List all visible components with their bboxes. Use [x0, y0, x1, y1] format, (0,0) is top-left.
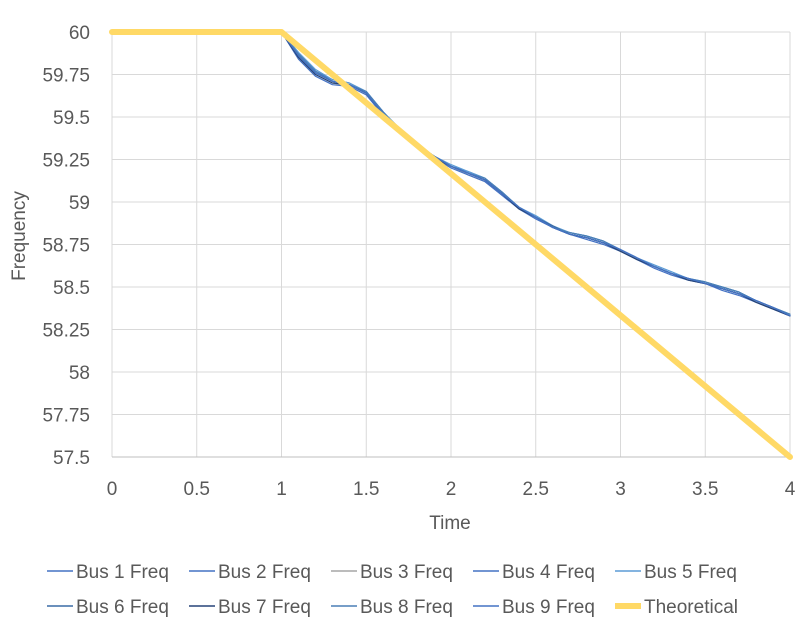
y-tick-label: 60 [69, 23, 90, 44]
y-tick-label: 59 [69, 193, 90, 214]
y-tick-label: 59.25 [42, 151, 90, 172]
x-axis: 0 0.5 1 1.5 2 2.5 3 3.5 4 [107, 456, 796, 500]
y-tick-label: 59.5 [53, 108, 90, 129]
legend-label: Bus 7 Freq [218, 597, 311, 618]
x-tick-label: 2 [446, 479, 457, 500]
y-tick-label: 59.75 [42, 66, 90, 87]
x-tick-label: 0 [107, 479, 118, 500]
y-tick-label: 58 [69, 363, 90, 384]
legend-label: Bus 5 Freq [644, 562, 737, 583]
x-tick-label: 0.5 [184, 479, 210, 500]
legend-label: Bus 6 Freq [76, 597, 169, 618]
x-tick-label: 3.5 [692, 479, 718, 500]
x-tick-label: 4 [785, 479, 796, 500]
series-lines [109, 29, 793, 460]
y-tick-label: 57.5 [53, 448, 90, 469]
y-tick-label: 58.75 [42, 236, 90, 257]
x-axis-title: Time [429, 513, 471, 534]
x-tick-label: 3 [615, 479, 626, 500]
y-tick-label: 57.75 [42, 406, 90, 427]
x-tick-label: 2.5 [523, 479, 549, 500]
x-tick-label: 1 [276, 479, 287, 500]
y-axis-title: Frequency [9, 191, 30, 281]
y-axis: 57.5 57.75 58 58.25 58.5 58.75 59 59.25 59.5 59.7… [42, 23, 90, 469]
y-tick-label: 58.5 [53, 278, 90, 299]
legend-label: Bus 4 Freq [502, 562, 595, 583]
legend-label: Bus 2 Freq [218, 562, 311, 583]
legend-label: Theoretical [644, 597, 738, 618]
series-line-theoretical [109, 29, 793, 460]
x-tick-label: 1.5 [353, 479, 379, 500]
legend-label: Bus 8 Freq [360, 597, 453, 618]
legend-label: Bus 1 Freq [76, 562, 169, 583]
gridlines [111, 31, 791, 458]
legend-label: Bus 9 Freq [502, 597, 595, 618]
y-tick-label: 58.25 [42, 321, 90, 342]
series-line-bus-9-freq [111, 31, 791, 317]
legend: Bus 1 Freq Bus 2 Freq Bus 3 Freq Bus 4 Freq… [47, 562, 738, 618]
legend-label: Bus 3 Freq [360, 562, 453, 583]
